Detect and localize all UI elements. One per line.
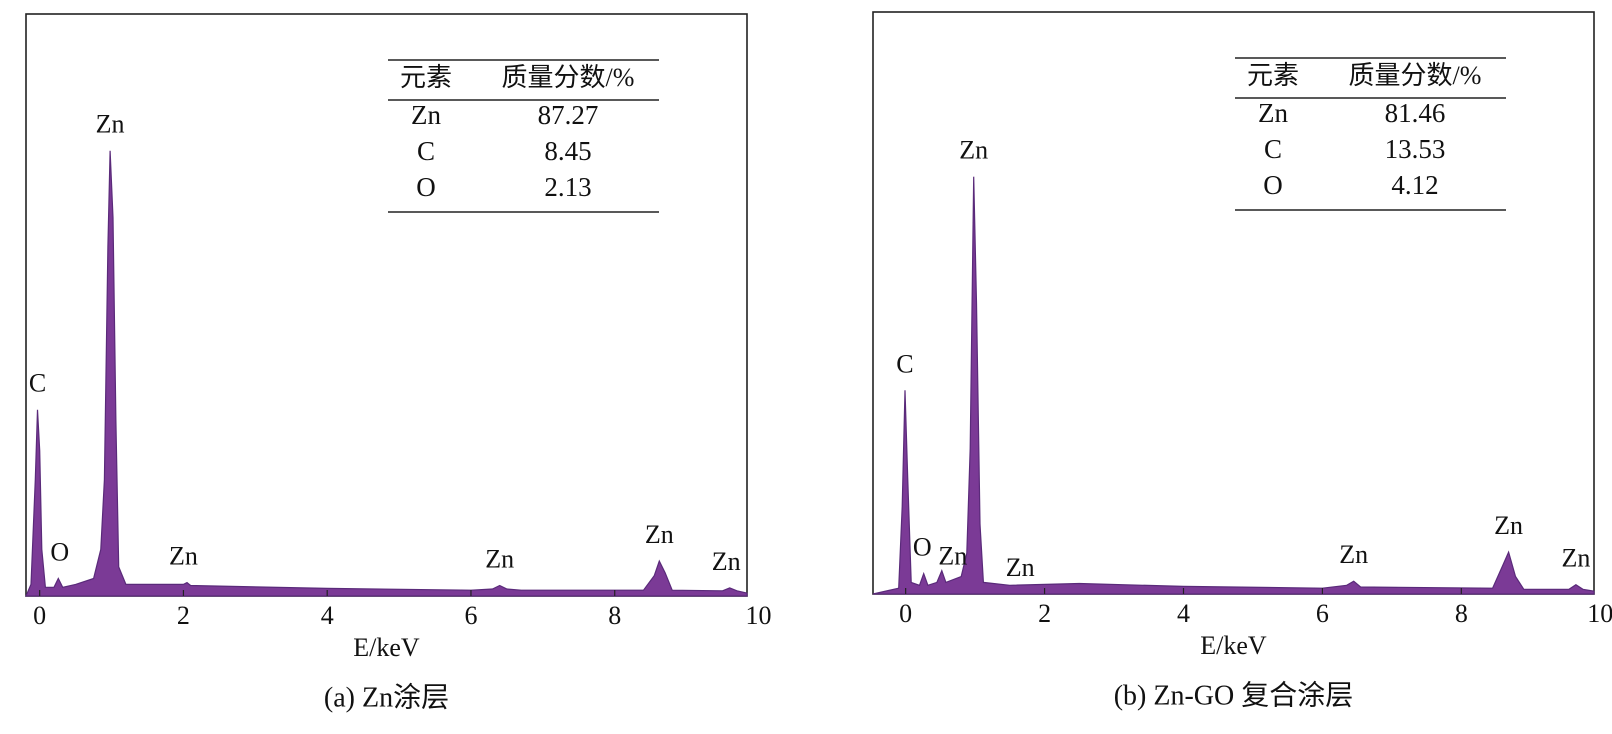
peak-label: Zn	[938, 541, 967, 570]
table-cell: Zn	[411, 100, 441, 130]
x-tick-label: 0	[899, 599, 912, 628]
peak-label: Zn	[1339, 540, 1368, 569]
x-tick-label: 6	[1316, 599, 1329, 628]
x-axis-label: E/keV	[353, 633, 420, 662]
table-cell: 4.12	[1391, 170, 1438, 200]
x-tick-label: 2	[177, 601, 190, 630]
peak-label: Zn	[645, 520, 674, 549]
peak-label: C	[896, 349, 913, 378]
table-cell: O	[1263, 170, 1283, 200]
caption: (a) Zn涂层	[324, 681, 449, 713]
caption: (b) Zn-GO 复合涂层	[1114, 679, 1354, 711]
table-header: 质量分数/%	[1349, 61, 1482, 90]
x-tick-label: 2	[1038, 599, 1051, 628]
table-cell: 2.13	[544, 172, 591, 202]
table-cell: 87.27	[538, 100, 599, 130]
table-cell: C	[1264, 134, 1282, 164]
peak-label: Zn	[1561, 544, 1590, 573]
peak-label: C	[29, 369, 46, 398]
x-tick-label: 0	[33, 601, 46, 630]
x-tick-label: 4	[1177, 599, 1190, 628]
peak-label: Zn	[1494, 511, 1523, 540]
table-cell: 81.46	[1385, 98, 1446, 128]
x-tick-label: 6	[464, 601, 477, 630]
table-cell: Zn	[1258, 98, 1288, 128]
x-tick-label: 4	[321, 601, 334, 630]
x-tick-label: 10	[1587, 599, 1612, 628]
table-cell: C	[417, 136, 435, 166]
table-cell: O	[416, 172, 436, 202]
table-header: 元素	[1247, 61, 1299, 90]
table-header: 质量分数/%	[502, 63, 635, 92]
spectrum-area	[25, 150, 748, 597]
peak-label: Zn	[485, 544, 514, 573]
table-cell: 13.53	[1385, 134, 1446, 164]
peak-label: Zn	[96, 110, 125, 139]
table-header: 元素	[400, 63, 452, 92]
peak-label: Zn	[169, 542, 198, 571]
x-axis-label: E/keV	[1200, 631, 1267, 660]
x-tick-label: 10	[746, 601, 772, 630]
plot-frame	[25, 13, 748, 597]
peak-label: Zn	[959, 136, 988, 165]
peak-label: O	[50, 538, 69, 567]
table-cell: 8.45	[544, 136, 591, 166]
x-tick-label: 8	[1455, 599, 1468, 628]
spectrum-area	[872, 176, 1595, 595]
plot-frame	[872, 11, 1595, 595]
peak-label: O	[913, 533, 932, 562]
x-tick-label: 8	[608, 601, 621, 630]
peak-label: Zn	[712, 547, 741, 576]
peak-label: Zn	[1006, 553, 1035, 582]
